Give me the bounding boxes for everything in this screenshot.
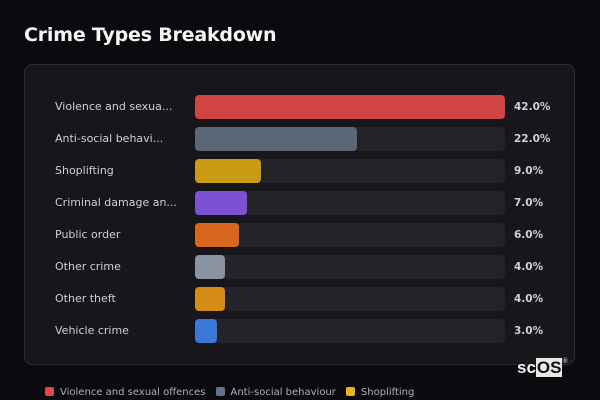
legend-item[interactable]: Shoplifting bbox=[345, 387, 415, 398]
legend-swatch-icon bbox=[215, 387, 225, 396]
legend-item[interactable]: Violence and sexual offences bbox=[45, 387, 206, 398]
legend-label: Anti-social behaviour bbox=[230, 387, 336, 398]
bar-label: Violence and sexua... bbox=[55, 100, 173, 113]
bar-fill[interactable] bbox=[195, 191, 247, 215]
chart-card: Violence and sexua... 42.0% Anti-social be… bbox=[24, 64, 575, 365]
bar-track bbox=[195, 319, 505, 343]
bar-value: 6.0% bbox=[514, 229, 544, 241]
bar-value: 42.0% bbox=[514, 101, 551, 113]
chart-legend: Violence and sexual offences Anti-social … bbox=[45, 387, 424, 398]
bar-track bbox=[195, 159, 505, 183]
bar-fill[interactable] bbox=[195, 95, 505, 119]
legend-item[interactable]: Anti-social behaviour bbox=[215, 387, 336, 398]
bar-label: Other theft bbox=[55, 292, 116, 305]
bar-row: Other crime 4.0% bbox=[25, 255, 574, 279]
bar-fill[interactable] bbox=[195, 159, 262, 183]
bar-fill[interactable] bbox=[195, 319, 218, 343]
legend-label: Shoplifting bbox=[360, 387, 415, 398]
bar-row: Shoplifting 9.0% bbox=[25, 159, 574, 183]
legend-label: Violence and sexual offences bbox=[60, 387, 206, 398]
bar-row: Violence and sexua... 42.0% bbox=[25, 95, 574, 119]
bar-track bbox=[195, 191, 505, 215]
legend-swatch-icon bbox=[45, 387, 54, 396]
bar-track bbox=[195, 255, 505, 279]
bar-row: Public order 6.0% bbox=[25, 223, 574, 247]
bar-value: 22.0% bbox=[514, 133, 551, 145]
bar-value: 7.0% bbox=[514, 197, 544, 209]
bar-value: 9.0% bbox=[514, 165, 544, 177]
bar-track bbox=[195, 223, 505, 247]
bar-row: Vehicle crime 3.0% bbox=[25, 319, 574, 343]
bar-fill[interactable] bbox=[195, 127, 358, 151]
bar-label: Criminal damage an... bbox=[55, 196, 177, 209]
bar-fill[interactable] bbox=[195, 223, 240, 247]
brand-logo: scOS® bbox=[517, 358, 568, 378]
bar-label: Vehicle crime bbox=[55, 324, 129, 337]
bar-value: 4.0% bbox=[514, 293, 544, 305]
bar-row: Criminal damage an... 7.0% bbox=[25, 191, 574, 215]
bar-fill[interactable] bbox=[195, 287, 225, 311]
bar-label: Anti-social behavi... bbox=[55, 132, 164, 145]
bar-fill[interactable] bbox=[195, 255, 225, 279]
bar-track bbox=[195, 95, 505, 119]
bar-track bbox=[195, 127, 505, 151]
bar-row: Anti-social behavi... 22.0% bbox=[25, 127, 574, 151]
brand-text-right: OS bbox=[535, 358, 563, 377]
bar-label: Other crime bbox=[55, 260, 121, 273]
bar-label: Shoplifting bbox=[55, 164, 114, 177]
bar-row: Other theft 4.0% bbox=[25, 287, 574, 311]
bar-value: 4.0% bbox=[514, 261, 544, 273]
legend-swatch-icon bbox=[345, 387, 355, 396]
bar-label: Public order bbox=[55, 228, 121, 241]
brand-text-left: sc bbox=[517, 358, 536, 377]
bar-track bbox=[195, 287, 505, 311]
registered-mark: ® bbox=[562, 358, 568, 365]
bar-value: 3.0% bbox=[514, 325, 544, 337]
chart-title: Crime Types Breakdown bbox=[24, 24, 277, 46]
